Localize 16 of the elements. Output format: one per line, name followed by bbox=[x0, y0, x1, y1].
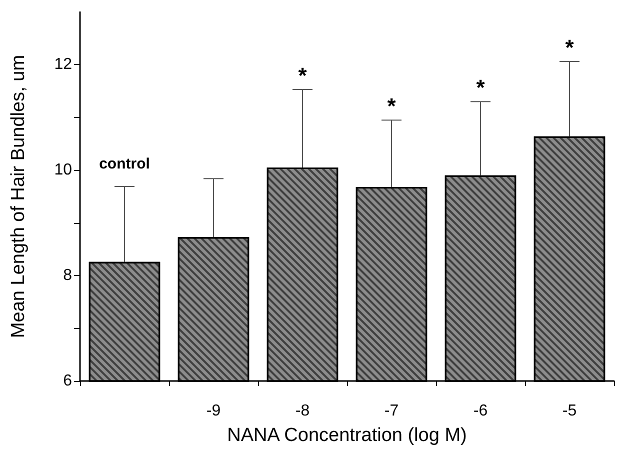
annotation: * bbox=[298, 62, 308, 88]
x-axis-title: NANA Concentration (log M) bbox=[227, 425, 467, 446]
y-tick-label: 12 bbox=[54, 56, 72, 74]
y-tick-label: 8 bbox=[63, 267, 72, 284]
annotation: * bbox=[387, 94, 396, 119]
y-axis-title: Mean Length of Hair Bundles, um bbox=[8, 54, 29, 338]
x-tick-label: -7 bbox=[384, 402, 399, 420]
annotation: * bbox=[565, 35, 574, 60]
x-tick-label: -5 bbox=[562, 402, 577, 420]
x-tick-label: -6 bbox=[473, 402, 488, 420]
x-tick-label: -8 bbox=[295, 402, 310, 420]
annotation: * bbox=[476, 75, 486, 100]
annotation: control bbox=[99, 155, 150, 172]
x-tick-label: -9 bbox=[206, 402, 221, 420]
y-tick-label: 6 bbox=[63, 372, 72, 390]
y-tick-label: 10 bbox=[54, 162, 72, 179]
